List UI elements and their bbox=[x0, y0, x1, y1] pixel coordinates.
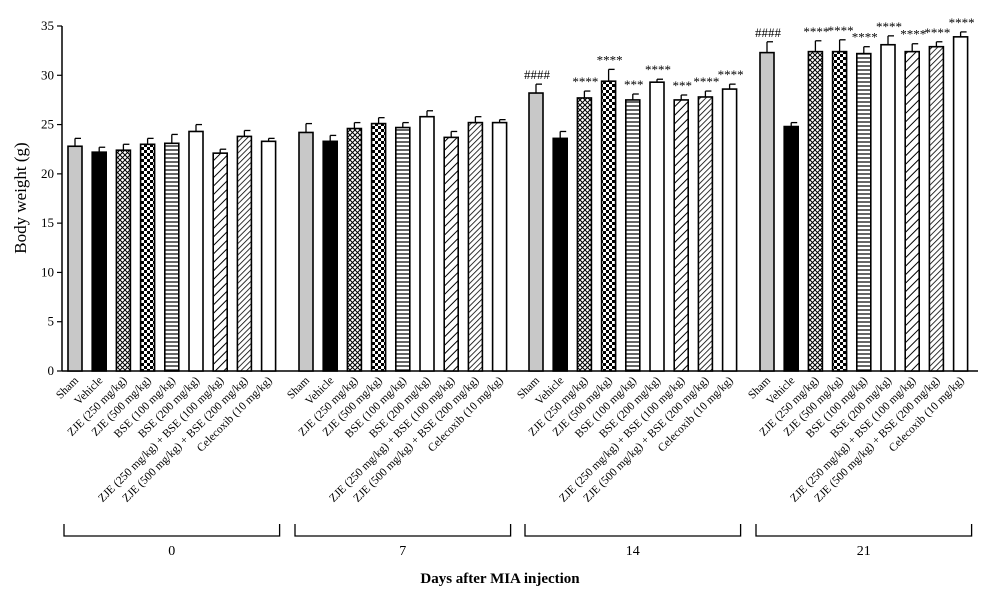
bar bbox=[236, 135, 253, 372]
bar bbox=[394, 126, 411, 372]
group-bracket bbox=[755, 524, 973, 537]
y-ticks: 0 5 10 15 20 25 30 35 bbox=[41, 18, 62, 378]
bar bbox=[783, 125, 800, 372]
group-label: 14 bbox=[626, 544, 640, 559]
significance-label: **** bbox=[803, 24, 829, 39]
bar bbox=[491, 121, 508, 372]
x-axis-title: Days after MIA injection bbox=[420, 571, 580, 587]
bar bbox=[759, 51, 775, 372]
bars: #### ****************** ********#### ******… bbox=[67, 15, 975, 372]
bar bbox=[467, 121, 484, 372]
bar bbox=[649, 81, 665, 372]
bar bbox=[697, 96, 714, 372]
bar bbox=[260, 140, 277, 372]
significance-label: **** bbox=[900, 27, 926, 42]
significance-label: **** bbox=[597, 52, 623, 67]
bar bbox=[443, 136, 460, 372]
bar bbox=[298, 131, 314, 372]
bar bbox=[91, 151, 107, 372]
significance-label: **** bbox=[852, 30, 878, 45]
bar bbox=[673, 99, 690, 372]
significance-label: *** bbox=[624, 77, 644, 92]
y-tick-label: 30 bbox=[41, 67, 54, 82]
significance-label: **** bbox=[924, 25, 950, 40]
bar bbox=[188, 130, 204, 372]
y-tick-label: 5 bbox=[48, 314, 55, 329]
y-tick-label: 25 bbox=[41, 117, 54, 132]
bar bbox=[880, 43, 896, 372]
bar bbox=[346, 127, 363, 372]
bar bbox=[322, 140, 339, 372]
significance-label: **** bbox=[876, 19, 902, 34]
bar bbox=[576, 97, 593, 372]
group-label: 7 bbox=[399, 544, 406, 559]
significance-label: **** bbox=[572, 74, 598, 89]
bar bbox=[831, 50, 848, 372]
bar bbox=[952, 36, 969, 372]
bar bbox=[928, 45, 945, 372]
bar bbox=[370, 122, 387, 372]
bar bbox=[419, 115, 435, 372]
group-label: 0 bbox=[168, 544, 175, 559]
bar bbox=[855, 52, 872, 372]
bar bbox=[528, 92, 544, 372]
significance-label: *** bbox=[672, 78, 692, 93]
group-bracket bbox=[524, 524, 742, 537]
bar bbox=[904, 50, 921, 372]
group-brackets: 0 7 14 21 bbox=[63, 524, 973, 559]
bar bbox=[600, 80, 617, 372]
y-tick-label: 0 bbox=[48, 363, 55, 378]
significance-label: **** bbox=[828, 23, 854, 38]
bar bbox=[552, 137, 569, 372]
bar bbox=[164, 142, 180, 372]
significance-label: **** bbox=[718, 67, 744, 82]
significance-label: **** bbox=[949, 15, 975, 30]
significance-label: #### bbox=[755, 25, 782, 40]
group-label: 21 bbox=[857, 544, 871, 559]
significance-label: #### bbox=[524, 67, 551, 82]
significance-label: **** bbox=[645, 62, 671, 77]
group-bracket bbox=[63, 524, 281, 537]
group-bracket bbox=[294, 524, 512, 537]
y-tick-label: 10 bbox=[41, 264, 54, 279]
bar bbox=[67, 145, 83, 372]
y-axis-title: Body weight (g) bbox=[11, 142, 30, 253]
bar bbox=[212, 152, 228, 372]
bar bbox=[624, 99, 641, 372]
y-tick-label: 20 bbox=[41, 166, 54, 181]
bar bbox=[807, 50, 824, 372]
y-tick-label: 15 bbox=[41, 215, 54, 230]
significance-label: **** bbox=[693, 74, 719, 89]
y-tick-label: 35 bbox=[41, 18, 54, 33]
bar bbox=[115, 149, 132, 372]
bar bbox=[139, 143, 156, 372]
bar bbox=[721, 88, 738, 372]
